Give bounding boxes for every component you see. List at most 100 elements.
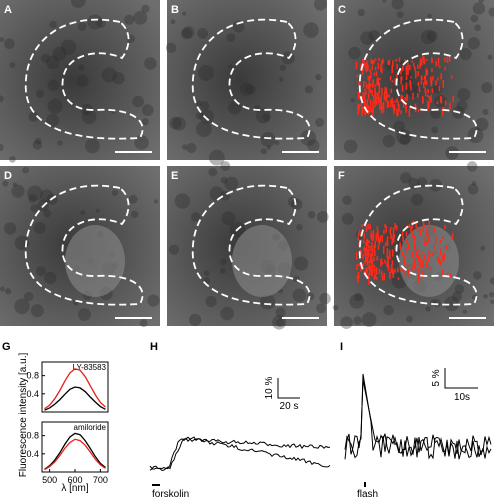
panel-label: D	[4, 170, 12, 182]
tissue	[406, 315, 413, 323]
tissue	[220, 258, 227, 266]
tissue	[111, 189, 119, 196]
signal	[381, 67, 383, 74]
tissue	[307, 139, 320, 152]
tissue	[343, 139, 358, 154]
tissue	[124, 14, 135, 25]
tissue	[332, 304, 339, 311]
signal	[394, 78, 396, 85]
tissue	[81, 109, 97, 124]
tissue	[181, 144, 188, 150]
signal	[406, 95, 408, 100]
signal	[416, 263, 419, 266]
signal	[422, 221, 425, 226]
tissue	[274, 140, 280, 146]
signal	[377, 244, 380, 250]
signal	[422, 262, 424, 268]
signal	[369, 259, 372, 264]
signal	[379, 77, 381, 81]
signal	[368, 267, 371, 276]
signal	[417, 275, 420, 283]
tissue	[480, 245, 486, 251]
signal	[362, 254, 364, 260]
signal	[392, 60, 394, 67]
signal	[395, 58, 398, 62]
signal	[367, 93, 370, 99]
tissue	[470, 14, 479, 23]
signal	[358, 103, 360, 112]
signal	[360, 264, 362, 270]
tissue	[294, 256, 309, 271]
signal	[372, 234, 375, 241]
annotation: LY-83583	[73, 363, 107, 372]
signal	[421, 251, 423, 254]
signal	[390, 99, 392, 108]
tissue	[425, 306, 431, 312]
tissue	[481, 82, 493, 94]
signal	[417, 64, 419, 69]
signal	[423, 82, 425, 88]
signal	[367, 248, 369, 256]
signal	[390, 226, 392, 231]
signal	[393, 234, 396, 238]
signal	[424, 81, 427, 85]
signal	[394, 245, 397, 251]
signal	[374, 67, 377, 71]
signal	[358, 229, 361, 234]
signal	[364, 224, 367, 227]
signal	[417, 249, 419, 252]
signal	[369, 99, 372, 106]
tissue	[190, 211, 201, 222]
signal	[361, 224, 363, 228]
signal	[392, 227, 395, 234]
signal	[426, 232, 428, 237]
signal	[446, 273, 449, 277]
signal	[408, 224, 410, 228]
signal	[384, 91, 387, 94]
spectrum	[44, 432, 106, 470]
tissue	[40, 53, 50, 63]
signal	[452, 96, 454, 103]
tissue	[353, 316, 362, 325]
signal	[380, 94, 382, 102]
signal	[365, 90, 367, 95]
tissue	[400, 172, 412, 184]
tissue	[456, 100, 468, 112]
signal	[372, 60, 374, 65]
tissue	[306, 292, 315, 301]
tissue	[57, 140, 63, 146]
tissue	[316, 211, 329, 223]
tissue	[203, 270, 210, 277]
tissue	[28, 111, 39, 122]
tissue	[487, 54, 493, 60]
signal	[413, 260, 416, 268]
signal	[429, 98, 432, 103]
signal	[412, 263, 414, 269]
signal	[390, 88, 393, 93]
signal	[366, 257, 369, 262]
signal	[404, 59, 407, 63]
signal	[445, 245, 448, 250]
signal	[357, 263, 360, 267]
micrograph: F	[332, 161, 494, 329]
signal	[430, 94, 432, 101]
signal	[369, 74, 372, 79]
tissue	[46, 55, 60, 70]
signal	[388, 59, 391, 66]
tissue	[287, 196, 299, 208]
signal	[370, 269, 373, 275]
signal	[401, 230, 404, 237]
signal	[401, 250, 404, 257]
signal	[410, 76, 412, 79]
tissue	[209, 186, 224, 201]
signal	[441, 254, 444, 262]
x-tick-label: 500	[42, 475, 57, 485]
signal	[423, 224, 426, 227]
signal	[428, 232, 431, 239]
signal	[372, 79, 374, 84]
tissue	[382, 134, 396, 148]
signal	[365, 242, 367, 245]
signal	[380, 99, 382, 106]
signal	[436, 101, 439, 105]
signal	[397, 101, 399, 106]
